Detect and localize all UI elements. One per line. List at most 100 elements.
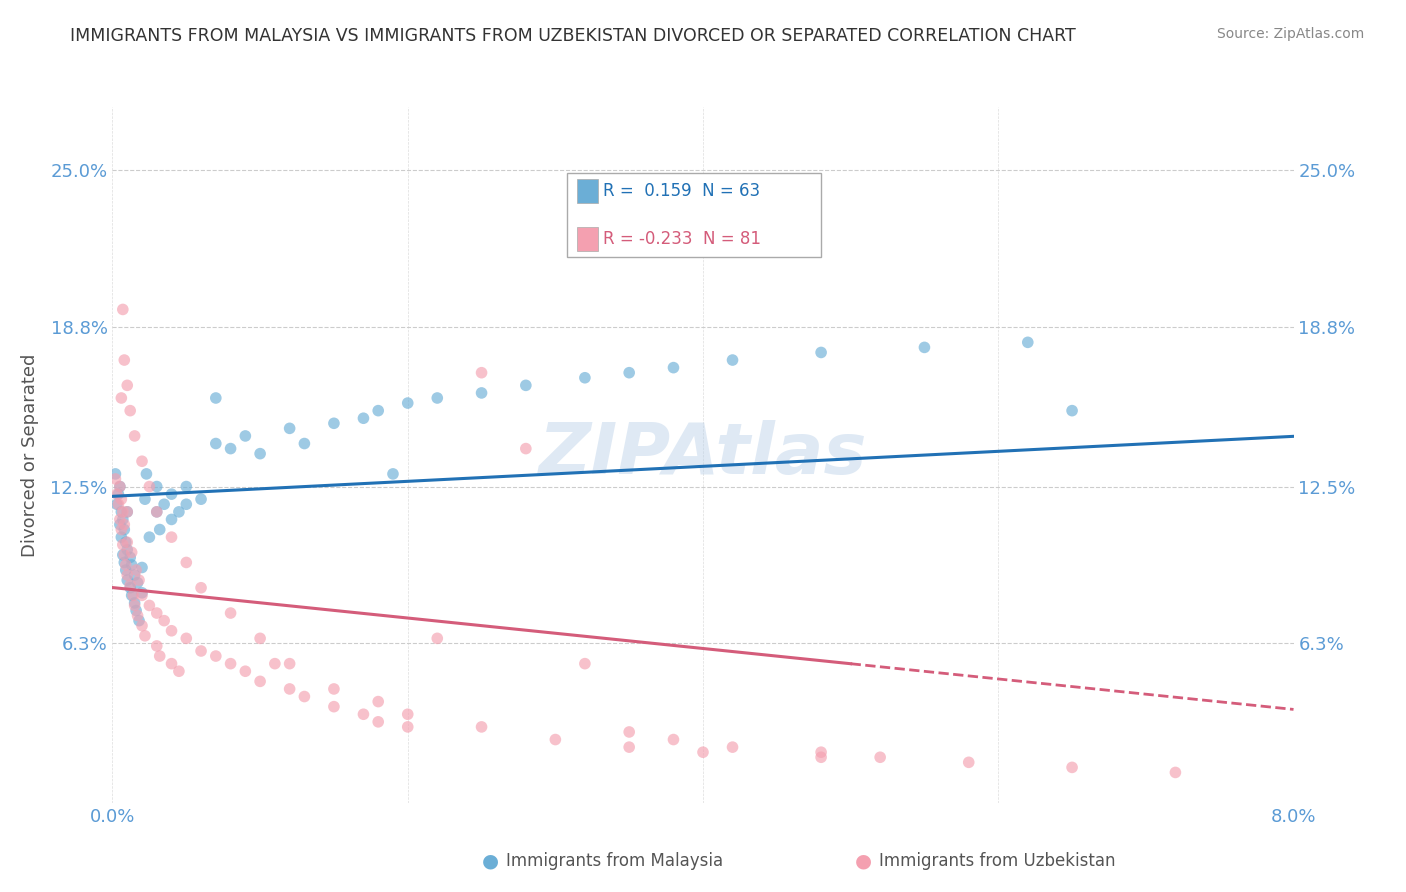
Point (110, 391, 132, 405)
Point (382, 467, 405, 481)
Point (205, 648, 228, 663)
Point (111, 302, 134, 317)
Point (174, 497, 197, 511)
Point (146, 505, 169, 519)
Point (264, 657, 287, 671)
Point (662, 732, 685, 747)
Point (111, 538, 134, 552)
Point (121, 558, 143, 572)
Point (957, 756, 980, 770)
Point (124, 596, 146, 610)
Point (127, 608, 149, 623)
Text: Source: ZipAtlas.com: Source: ZipAtlas.com (1216, 27, 1364, 41)
Point (138, 530, 160, 544)
Point (110, 505, 132, 519)
Point (544, 732, 567, 747)
Point (124, 599, 146, 613)
Point (120, 403, 142, 417)
Point (323, 681, 346, 696)
Point (108, 512, 131, 526)
Point (323, 417, 346, 431)
Point (292, 436, 315, 450)
Point (153, 497, 176, 511)
Point (108, 479, 131, 493)
Point (810, 750, 832, 764)
Point (110, 530, 132, 544)
Point (138, 599, 160, 613)
Y-axis label: Divorced or Separated: Divorced or Separated (21, 353, 39, 557)
Point (117, 505, 138, 519)
Point (107, 497, 129, 511)
Point (426, 391, 449, 405)
Point (426, 632, 449, 646)
Point (292, 690, 315, 704)
Point (153, 614, 176, 628)
Point (117, 535, 138, 549)
Point (114, 535, 136, 549)
Point (131, 454, 153, 468)
Point (219, 657, 242, 671)
Point (471, 366, 494, 380)
Point (117, 573, 138, 587)
Point (367, 714, 389, 729)
Point (278, 657, 301, 671)
Point (112, 523, 135, 537)
Point (721, 353, 744, 368)
Point (124, 568, 146, 582)
Point (205, 436, 228, 450)
Point (619, 740, 641, 755)
Point (160, 624, 183, 638)
Point (396, 720, 419, 734)
Point (219, 442, 242, 456)
Point (117, 542, 138, 557)
Point (125, 603, 148, 617)
Point (146, 606, 169, 620)
Point (515, 442, 537, 456)
Point (167, 505, 190, 519)
Point (138, 479, 160, 493)
Point (1062, 760, 1084, 774)
Point (127, 575, 149, 590)
Point (120, 550, 142, 565)
Text: IMMIGRANTS FROM MALAYSIA VS IMMIGRANTS FROM UZBEKISTAN DIVORCED OR SEPARATED COR: IMMIGRANTS FROM MALAYSIA VS IMMIGRANTS F… (70, 27, 1076, 45)
Text: R =  0.159  N = 63: R = 0.159 N = 63 (603, 182, 759, 200)
Point (190, 581, 212, 595)
Point (128, 573, 150, 587)
Point (112, 517, 135, 532)
Point (149, 648, 172, 663)
Text: Immigrants from Uzbekistan: Immigrants from Uzbekistan (879, 852, 1115, 870)
Point (111, 548, 134, 562)
Text: ●: ● (855, 851, 872, 871)
Point (146, 479, 169, 493)
Point (471, 386, 494, 401)
Point (160, 512, 183, 526)
Point (112, 548, 135, 562)
Point (108, 479, 131, 493)
Point (914, 340, 936, 354)
Point (120, 581, 142, 595)
Point (131, 618, 153, 632)
Point (134, 492, 156, 507)
Point (110, 492, 132, 507)
Point (190, 492, 212, 507)
Point (117, 568, 138, 582)
Point (205, 391, 228, 405)
Point (110, 523, 132, 537)
Point (121, 588, 143, 602)
Point (146, 639, 169, 653)
Point (810, 745, 832, 759)
Point (105, 487, 128, 501)
Point (249, 632, 271, 646)
Point (662, 360, 685, 375)
Point (278, 421, 301, 435)
Point (249, 674, 271, 689)
Point (167, 665, 190, 679)
Point (107, 487, 129, 501)
Point (619, 725, 641, 739)
Point (574, 657, 596, 671)
Point (160, 530, 183, 544)
Point (1062, 403, 1084, 417)
Point (104, 467, 127, 481)
Text: R = -0.233  N = 81: R = -0.233 N = 81 (603, 230, 761, 248)
Point (117, 378, 138, 392)
